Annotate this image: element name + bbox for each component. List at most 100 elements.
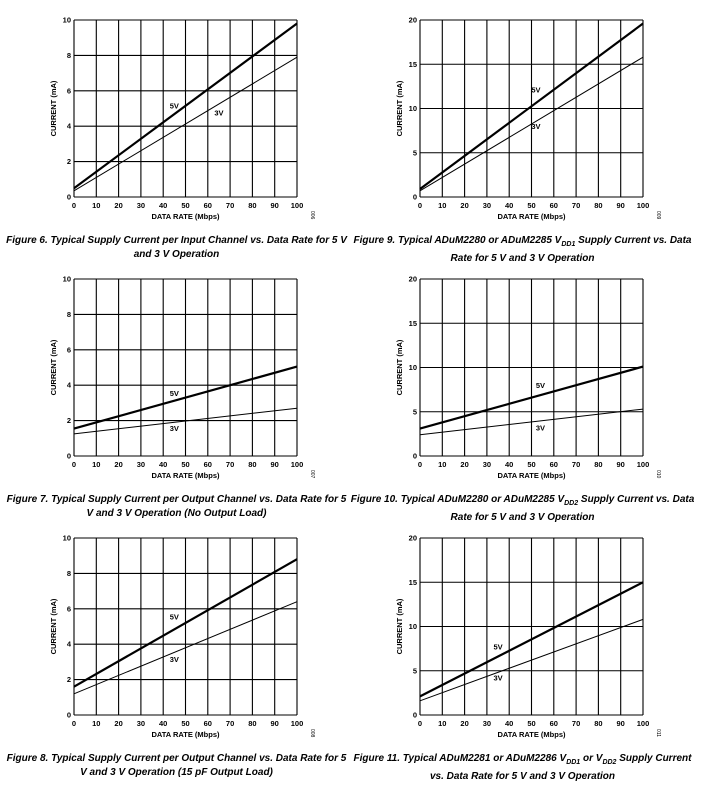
x-tick-label: 10 [438, 460, 446, 469]
x-tick-label: 50 [181, 719, 189, 728]
x-tick-label: 10 [92, 719, 100, 728]
x-tick-label: 30 [137, 201, 145, 210]
y-tick-label: 0 [413, 711, 417, 720]
x-axis-label: DATA RATE (Mbps) [497, 471, 566, 480]
x-tick-label: 100 [637, 201, 650, 210]
x-tick-label: 50 [181, 201, 189, 210]
series-line-3v [73, 601, 298, 695]
x-tick-label: 100 [291, 719, 304, 728]
x-tick-label: 70 [226, 201, 234, 210]
y-tick-label: 0 [413, 452, 417, 461]
x-tick-label: 20 [114, 719, 122, 728]
y-tick-label: 5 [413, 407, 417, 416]
figure-6-chart: 0 10 20 30 40 50 60 70 80 90 100 0 2 4 6 8 10 DATA RATE (… [49, 16, 315, 222]
figure-9-caption: Figure 9. Typical ADuM2280 or ADuM2285 V… [353, 235, 692, 264]
x-tick-label: 30 [483, 719, 491, 728]
y-tick-label: 15 [409, 578, 417, 587]
y-tick-label: 5 [413, 666, 417, 675]
x-tick-label: 0 [72, 460, 76, 469]
x-tick-label: 0 [72, 719, 76, 728]
series-label-3v: 3V [170, 655, 179, 664]
x-tick-label: 30 [483, 460, 491, 469]
x-tick-label: 90 [271, 201, 279, 210]
series-line-3v [419, 56, 644, 192]
x-tick-label: 10 [92, 201, 100, 210]
x-tick-label: 100 [291, 201, 304, 210]
y-tick-label: 6 [67, 86, 71, 95]
x-tick-label: 60 [204, 460, 212, 469]
x-tick-label: 10 [438, 201, 446, 210]
x-axis-label: DATA RATE (Mbps) [151, 212, 220, 221]
y-axis-label: CURRENT (mA) [395, 339, 404, 395]
x-tick-label: 70 [226, 719, 234, 728]
x-tick-label: 50 [181, 460, 189, 469]
x-tick-label: 80 [248, 719, 256, 728]
series-line-5v [73, 22, 298, 190]
series-line-5v [73, 558, 298, 688]
y-tick-label: 2 [67, 157, 71, 166]
series-label-5v: 5V [531, 86, 540, 95]
y-tick-label: 10 [63, 534, 71, 543]
y-tick-label: 0 [67, 193, 71, 202]
x-tick-label: 100 [637, 460, 650, 469]
series-label-3v: 3V [214, 109, 223, 118]
x-tick-label: 70 [572, 201, 580, 210]
x-tick-label: 70 [226, 460, 234, 469]
figure-6-panel: 0 10 20 30 40 50 60 70 80 90 100 0 2 4 6 8 10 DATA RATE (… [4, 6, 349, 268]
x-axis-label: DATA RATE (Mbps) [497, 730, 566, 739]
x-tick-label: 90 [271, 460, 279, 469]
y-tick-label: 8 [67, 569, 71, 578]
figure-10-panel: 0 10 20 30 40 50 60 70 80 90 100 0 5 10 15 20 DATA RATE … [350, 265, 695, 527]
x-tick-label: 30 [137, 719, 145, 728]
figure-11-caption: Figure 11. Typical ADuM2281 or ADuM2286 … [353, 753, 692, 782]
figure-7-panel: 0 10 20 30 40 50 60 70 80 90 100 0 2 4 6 8 10 DATA RATE (… [4, 265, 349, 527]
y-tick-label: 2 [67, 416, 71, 425]
y-tick-label: 8 [67, 310, 71, 319]
y-tick-label: 20 [409, 275, 417, 284]
figure-7-caption: Figure 7. Typical Supply Current per Out… [6, 494, 347, 519]
x-tick-label: 20 [460, 460, 468, 469]
y-tick-label: 10 [409, 363, 417, 372]
x-tick-label: 80 [594, 201, 602, 210]
y-tick-label: 8 [67, 51, 71, 60]
y-axis-label: CURRENT (mA) [49, 598, 58, 654]
x-tick-label: 0 [72, 201, 76, 210]
y-tick-label: 4 [67, 640, 72, 649]
x-tick-label: 80 [594, 719, 602, 728]
x-tick-label: 80 [248, 201, 256, 210]
x-tick-label: 90 [617, 460, 625, 469]
x-tick-label: 40 [505, 201, 513, 210]
y-tick-label: 10 [63, 16, 71, 25]
figure-code: 009 [655, 211, 661, 220]
y-tick-label: 10 [409, 104, 417, 113]
figure-6-caption: Figure 6. Typical Supply Current per Inp… [6, 235, 347, 260]
x-tick-label: 50 [527, 460, 535, 469]
y-axis-label: CURRENT (mA) [395, 598, 404, 654]
y-tick-label: 2 [67, 675, 71, 684]
y-tick-label: 15 [409, 60, 417, 69]
x-tick-label: 80 [594, 460, 602, 469]
figure-11-chart: 0 10 20 30 40 50 60 70 80 90 100 0 5 10 15 20 DATA RATE … [395, 534, 661, 740]
series-line-3v [419, 618, 644, 702]
y-axis-label: CURRENT (mA) [49, 80, 58, 136]
x-tick-label: 70 [572, 719, 580, 728]
x-tick-label: 90 [617, 719, 625, 728]
x-tick-label: 10 [438, 719, 446, 728]
series-line-5v [73, 365, 298, 430]
figure-11-panel: 0 10 20 30 40 50 60 70 80 90 100 0 5 10 15 20 DATA RATE … [350, 524, 695, 786]
x-tick-label: 40 [505, 719, 513, 728]
x-tick-label: 0 [418, 201, 422, 210]
series-line-5v [419, 581, 644, 698]
series-line-3v [419, 408, 644, 436]
x-tick-label: 60 [204, 719, 212, 728]
x-tick-label: 60 [550, 719, 558, 728]
x-axis-label: DATA RATE (Mbps) [151, 471, 220, 480]
figure-9-chart: 0 10 20 30 40 50 60 70 80 90 100 0 5 10 15 20 DATA RATE … [395, 16, 661, 222]
y-tick-label: 0 [67, 452, 71, 461]
x-tick-label: 10 [92, 460, 100, 469]
y-tick-label: 6 [67, 604, 71, 613]
x-tick-label: 40 [505, 460, 513, 469]
series-label-5v: 5V [170, 612, 179, 621]
figure-7-chart: 0 10 20 30 40 50 60 70 80 90 100 0 2 4 6 8 10 DATA RATE (… [49, 275, 315, 481]
